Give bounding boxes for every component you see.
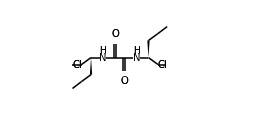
Text: H: H xyxy=(100,46,106,55)
Text: N: N xyxy=(133,53,140,63)
Polygon shape xyxy=(147,41,150,58)
Text: H: H xyxy=(100,46,106,55)
Text: N: N xyxy=(99,53,107,63)
Polygon shape xyxy=(90,58,92,75)
Text: Cl: Cl xyxy=(72,59,82,70)
Text: Cl: Cl xyxy=(158,59,167,70)
Text: O: O xyxy=(121,76,128,86)
Bar xyxy=(122,71,127,78)
Bar xyxy=(100,54,106,61)
Text: O: O xyxy=(121,76,128,86)
Text: Cl: Cl xyxy=(72,59,82,70)
Text: H: H xyxy=(133,46,140,55)
Text: N: N xyxy=(99,53,107,63)
Text: O: O xyxy=(111,29,119,39)
Bar xyxy=(112,37,118,44)
Text: H: H xyxy=(133,46,140,55)
Text: Cl: Cl xyxy=(158,59,167,70)
Text: N: N xyxy=(133,53,140,63)
Bar xyxy=(133,54,140,61)
Text: O: O xyxy=(111,29,119,39)
